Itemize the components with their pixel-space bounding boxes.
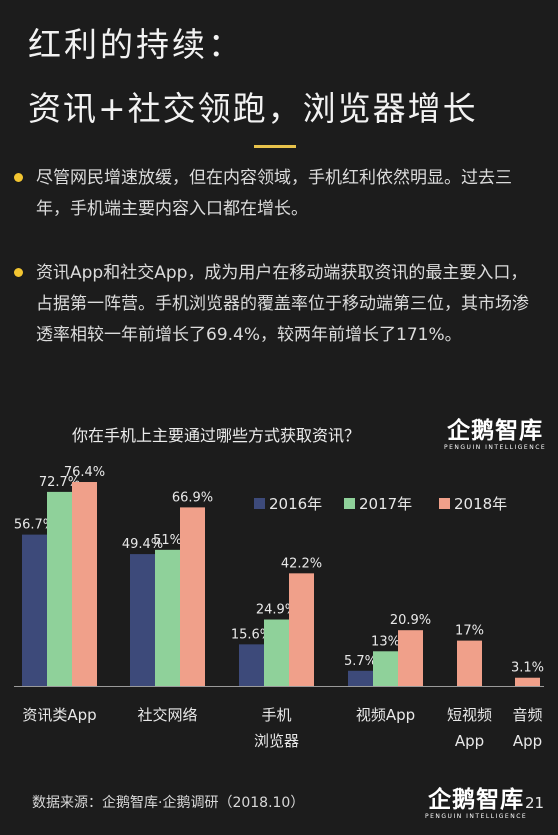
data-label: 51%: [153, 533, 182, 548]
bar: [130, 554, 155, 686]
bar: [47, 491, 72, 686]
data-label: 42.2%: [281, 556, 322, 571]
bullet-text: 资讯App和社交App，成为用户在移动端获取资讯的最主要入口，占据第一阵营。手机…: [36, 263, 529, 345]
data-source: 数据来源：企鹅智库·企鹅调研（2018.10）: [32, 795, 305, 811]
bar: [180, 507, 205, 686]
bar: [373, 651, 398, 686]
bar: [264, 619, 289, 686]
category-label: 手机: [261, 706, 291, 724]
category-label: App: [455, 732, 484, 750]
data-label: 3.1%: [511, 661, 544, 676]
category-label: 短视频: [447, 706, 492, 724]
brand-logo: 企鹅智库 PENGUIN INTELLIGENCE: [444, 418, 546, 451]
category-label: 视频App: [356, 706, 415, 724]
bar: [289, 573, 314, 686]
category-label: 浏览器: [254, 732, 299, 750]
data-label: 66.9%: [172, 490, 213, 505]
bullet-item: 资讯App和社交App，成为用户在移动端获取资讯的最主要入口，占据第一阵营。手机…: [14, 258, 536, 351]
data-label: 13%: [371, 634, 400, 649]
footer-logo-text: 企鹅智库: [428, 787, 525, 813]
bar: [155, 549, 180, 686]
footer-logo-subtext: PENGUIN INTELLIGENCE: [425, 813, 528, 820]
bar: [457, 640, 482, 686]
category-label: 资讯类App: [22, 706, 96, 724]
bar: [22, 534, 47, 686]
bullet-dot-icon: [14, 268, 23, 277]
legend-label: 2017年: [359, 495, 412, 513]
bar: [515, 677, 540, 686]
bar: [348, 670, 373, 686]
legend-swatch: [344, 498, 355, 509]
page-number: 21: [525, 794, 545, 812]
page-title-line1: 红利的持续：: [28, 25, 244, 64]
data-label: 24.9%: [256, 603, 297, 618]
title-divider: [254, 145, 296, 148]
legend-swatch: [254, 498, 265, 509]
category-label: 社交网络: [137, 706, 197, 724]
bar: [398, 630, 423, 686]
data-label: 49.4%: [122, 537, 163, 552]
category-label: 音频: [512, 706, 542, 724]
footer-logo: 企鹅智库 PENGUIN INTELLIGENCE: [425, 787, 527, 820]
bullet-item: 尽管网民增速放缓，但在内容领域，手机红利依然明显。过去三年，手机端主要内容入口都…: [14, 163, 536, 225]
legend-swatch: [439, 498, 450, 509]
chart-title: 你在手机上主要通过哪些方式获取资讯？: [72, 426, 361, 445]
bar: [72, 482, 97, 686]
data-label: 76.4%: [64, 465, 105, 480]
bullet-text: 尽管网民增速放缓，但在内容领域，手机红利依然明显。过去三年，手机端主要内容入口都…: [36, 168, 512, 219]
data-label: 17%: [455, 624, 484, 639]
brand-logo-text: 企鹅智库: [447, 418, 544, 444]
category-label: App: [513, 732, 542, 750]
data-label: 72.7%: [39, 475, 80, 490]
bullet-dot-icon: [14, 173, 23, 182]
legend-label: 2018年: [454, 495, 507, 513]
data-label: 20.9%: [390, 613, 431, 628]
data-label: 56.7%: [14, 518, 55, 533]
bar: [239, 644, 264, 686]
data-label: 5.7%: [344, 654, 377, 669]
page-title-line2: 资讯+社交领跑，浏览器增长: [28, 89, 478, 128]
brand-logo-subtext: PENGUIN INTELLIGENCE: [444, 444, 547, 451]
data-label: 15.6%: [231, 627, 272, 642]
legend-label: 2016年: [269, 495, 322, 513]
